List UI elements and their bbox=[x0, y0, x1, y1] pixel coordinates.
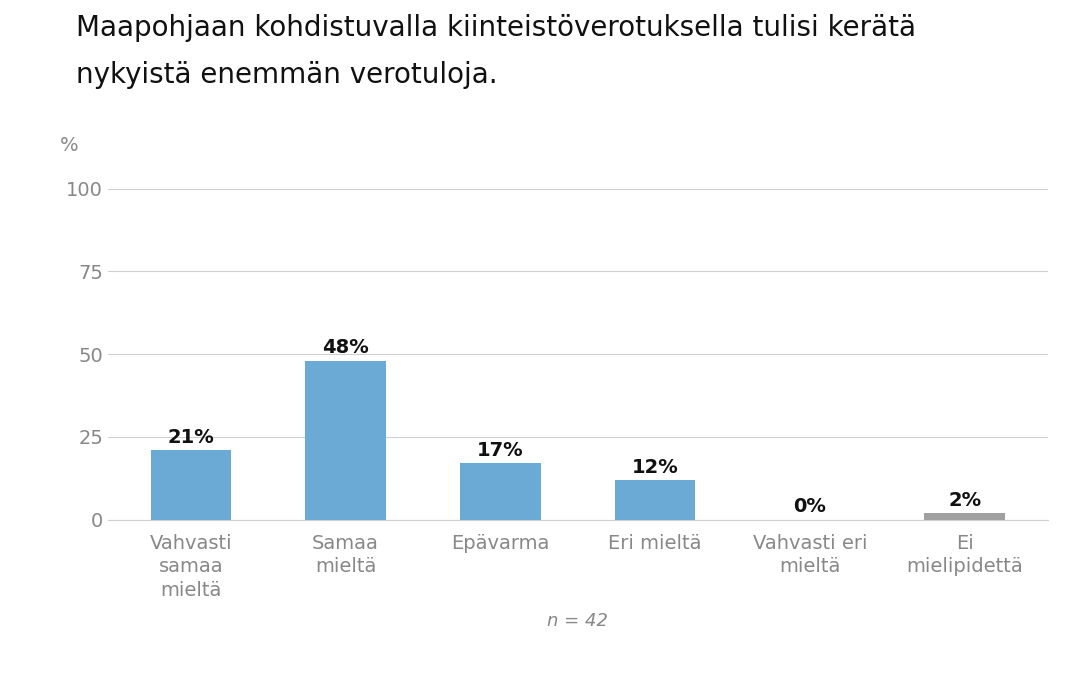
Text: Maapohjaan kohdistuvalla kiinteistöverotuksella tulisi kerätä: Maapohjaan kohdistuvalla kiinteistöverot… bbox=[76, 14, 916, 41]
Text: 0%: 0% bbox=[794, 497, 826, 516]
Text: n = 42: n = 42 bbox=[548, 612, 608, 630]
Bar bbox=[306, 360, 386, 520]
Text: 12%: 12% bbox=[632, 458, 678, 477]
Text: 21%: 21% bbox=[167, 428, 214, 447]
Text: 48%: 48% bbox=[322, 338, 369, 358]
Bar bbox=[460, 464, 541, 520]
Text: 2%: 2% bbox=[948, 491, 982, 510]
Bar bbox=[151, 450, 231, 520]
Text: %: % bbox=[59, 136, 78, 155]
Text: nykyistä enemmän verotuloja.: nykyistä enemmän verotuloja. bbox=[76, 61, 497, 88]
Bar bbox=[924, 513, 1004, 520]
Bar bbox=[615, 480, 696, 520]
Text: 17%: 17% bbox=[477, 441, 524, 460]
